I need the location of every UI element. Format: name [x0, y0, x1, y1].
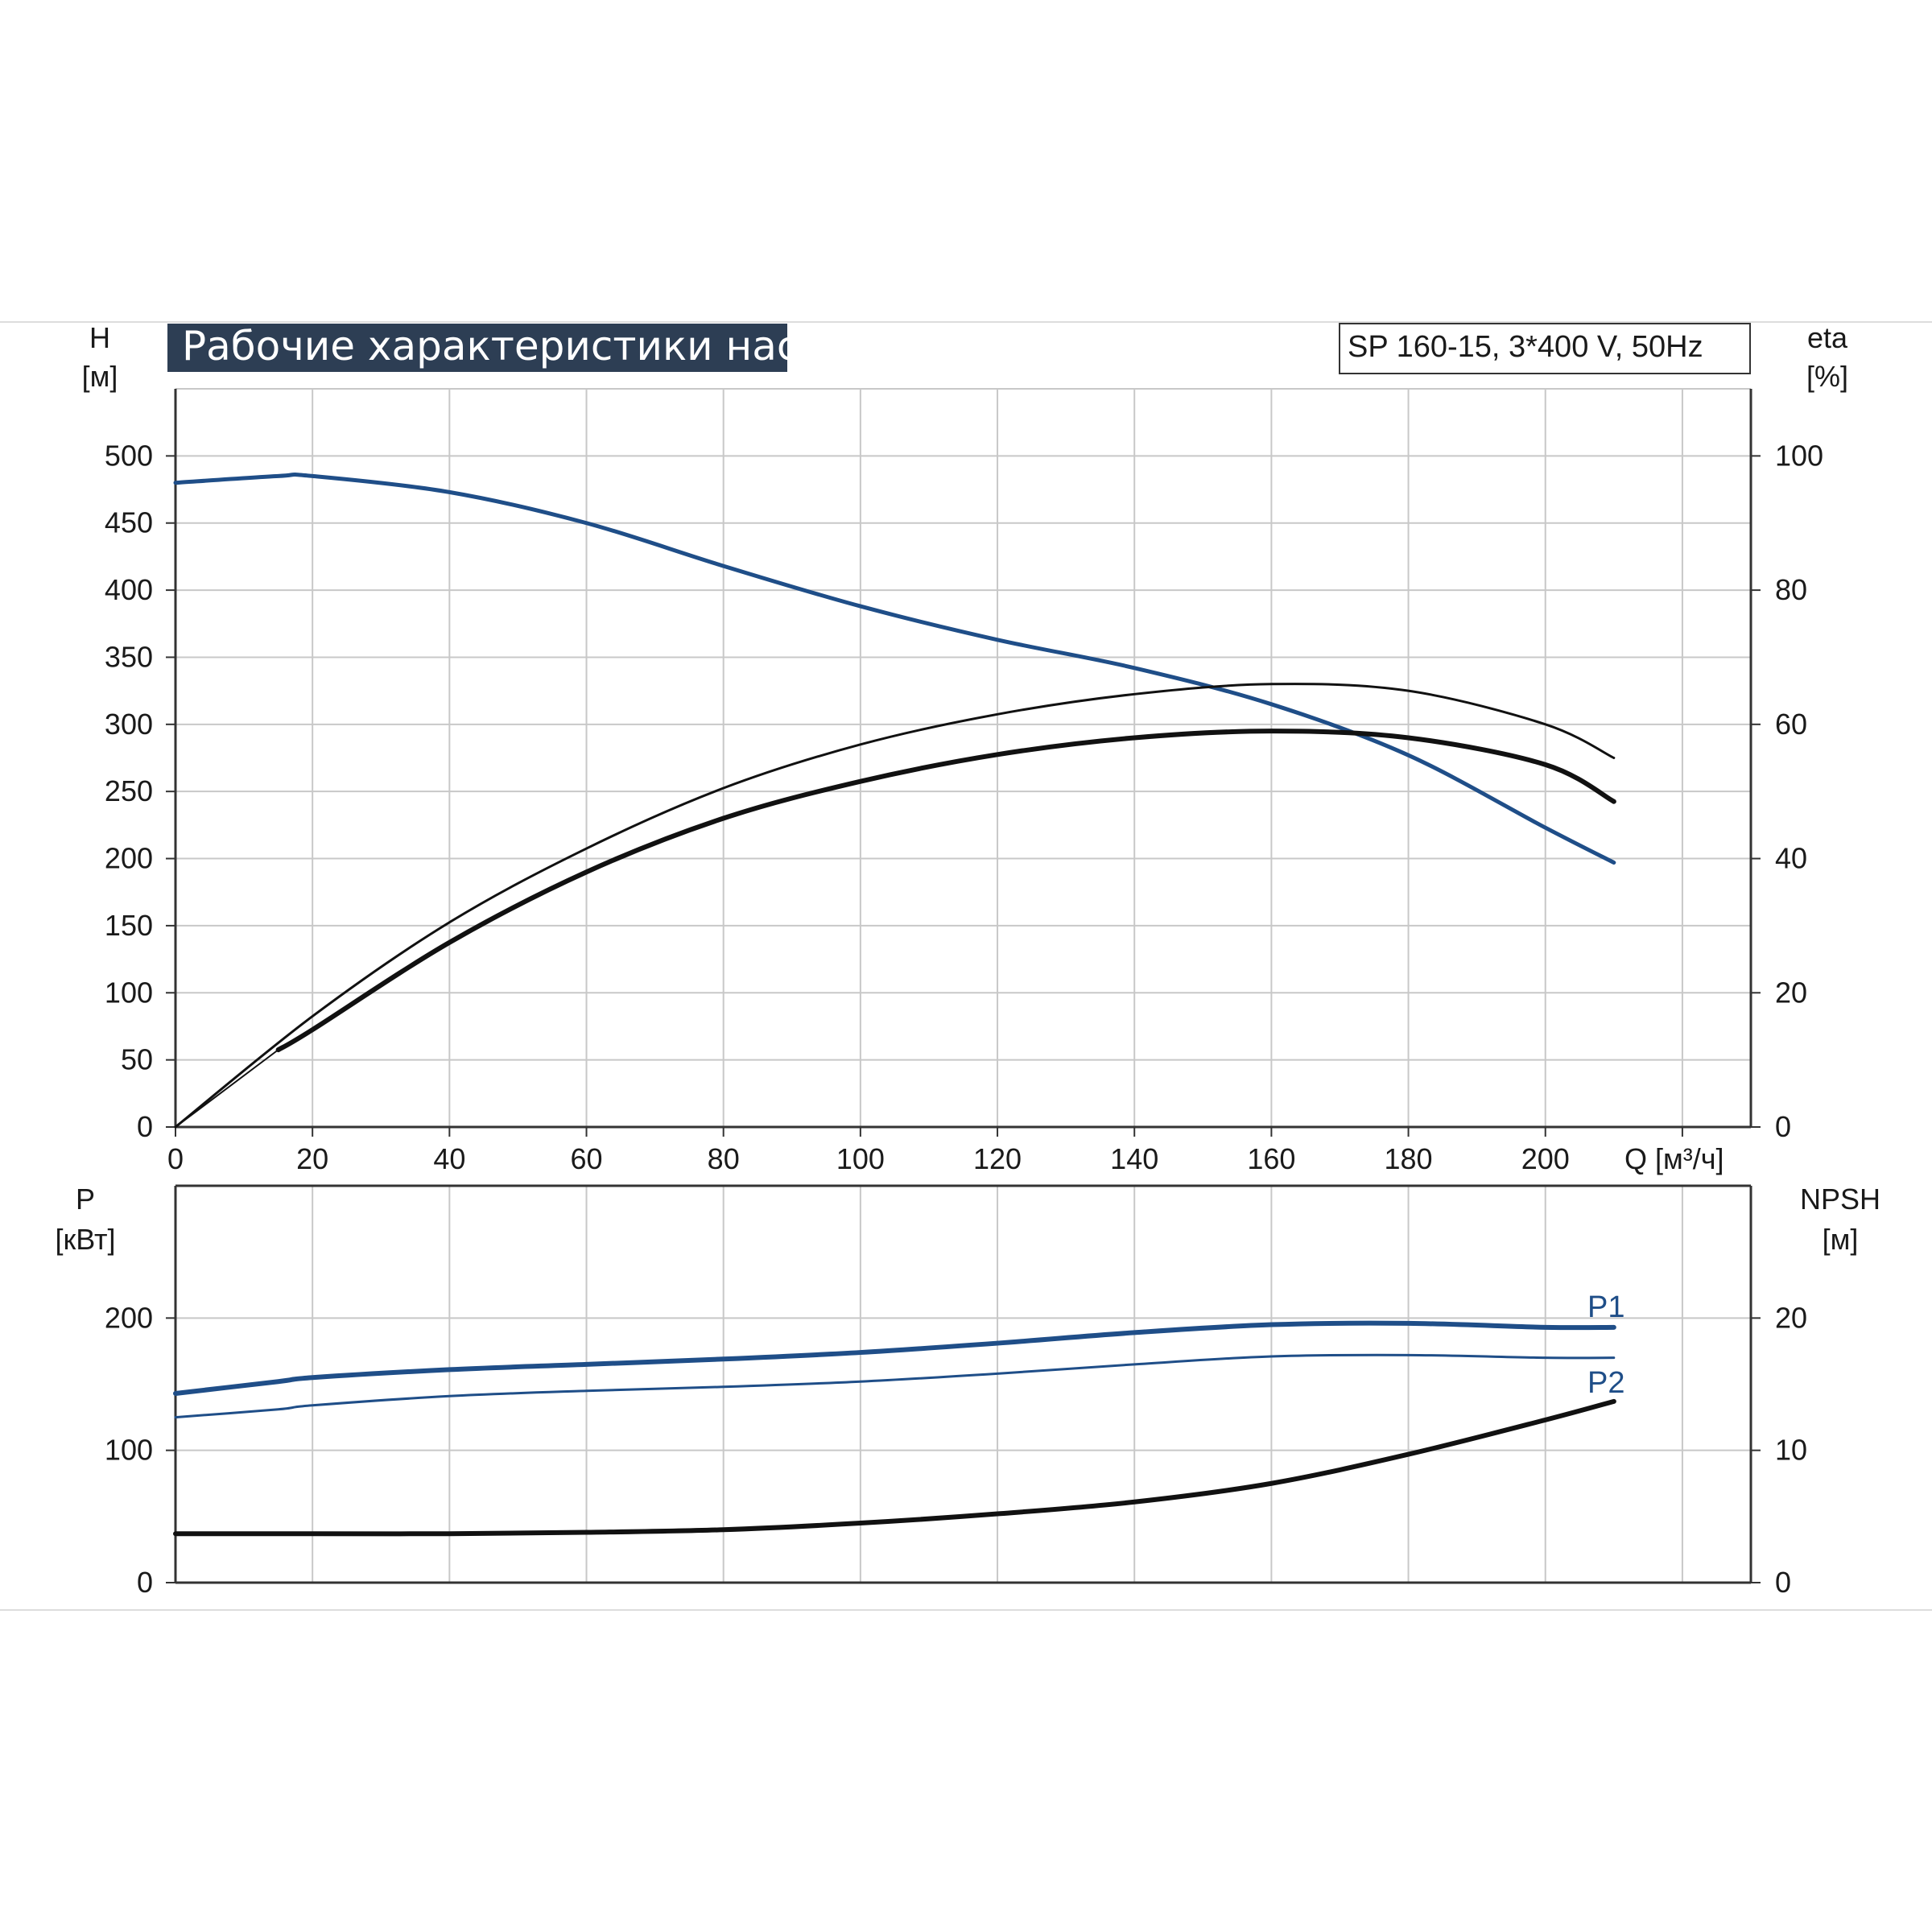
top-panel-grid [175, 388, 1751, 1127]
top-series-line-3 [175, 1049, 279, 1128]
axes [166, 389, 1761, 1584]
bottom-panel-grid [175, 1186, 1751, 1583]
x-tick-label: 80 [708, 1142, 740, 1175]
y2-tick-label: 20 [1775, 976, 1807, 1009]
x-tick-label: 120 [973, 1142, 1022, 1175]
y2-tick-label: 0 [1775, 1566, 1791, 1599]
y-tick-label: 200 [105, 1301, 153, 1334]
y-tick-label: 200 [105, 842, 153, 875]
y2-tick-label: 40 [1775, 842, 1807, 875]
y-axis-unit-p: [кВт] [55, 1223, 115, 1256]
y2-tick-label: 20 [1775, 1301, 1807, 1334]
y2-axis-label-eta: eta [1807, 321, 1848, 354]
y2-tick-label: 0 [1775, 1110, 1791, 1143]
bottom-series-line-0 [173, 1320, 1616, 1396]
y-axis-unit-h: [м] [82, 360, 118, 393]
chart-title: Рабочие характеристики насоса [182, 323, 870, 369]
y-tick-label: 100 [105, 1434, 153, 1467]
y-tick-label: 0 [137, 1566, 153, 1599]
tick-labels: 0 20 40 60 80 100 120 140 160 180 2000501001502002… [105, 439, 1823, 1599]
x-tick-label: 40 [433, 1142, 465, 1175]
x-tick-label: 180 [1385, 1142, 1433, 1175]
x-tick-label: 100 [836, 1142, 885, 1175]
y-axis-label-p: P [76, 1183, 95, 1216]
x-tick-label: 60 [570, 1142, 602, 1175]
x-tick-label: 0 [167, 1142, 184, 1175]
y2-tick-label: 80 [1775, 573, 1807, 606]
y2-axis-label-npsh: NPSH [1800, 1183, 1880, 1216]
y-tick-label: 150 [105, 909, 153, 942]
x-tick-label: 200 [1521, 1142, 1570, 1175]
y-axis-label-h: H [89, 321, 110, 354]
y2-tick-label: 60 [1775, 708, 1807, 741]
bottom-series-line-1 [174, 1353, 1616, 1419]
y-tick-label: 250 [105, 774, 153, 807]
bottom-panel-series [173, 1320, 1616, 1537]
bottom-series-line-2 [173, 1398, 1616, 1537]
top-panel-series [173, 473, 1616, 1129]
top-series-line-0 [173, 473, 1616, 865]
model-label-box [1339, 323, 1751, 374]
y-tick-label: 350 [105, 640, 153, 673]
top-series-line-2 [275, 729, 1616, 1053]
x-tick-label: 160 [1247, 1142, 1295, 1175]
top-series-line-1 [174, 683, 1616, 1129]
x-tick-label: 20 [296, 1142, 328, 1175]
y2-axis-unit-eta: [%] [1806, 360, 1848, 393]
y-tick-label: 300 [105, 708, 153, 741]
y2-tick-label: 10 [1775, 1434, 1807, 1467]
series-label-p1: P1 [1587, 1290, 1624, 1324]
y-tick-label: 100 [105, 976, 153, 1009]
series-label-p2: P2 [1587, 1366, 1624, 1400]
y2-tick-label: 100 [1775, 439, 1823, 472]
title-banner [167, 324, 787, 372]
y-tick-label: 0 [137, 1110, 153, 1143]
y-tick-label: 50 [121, 1043, 153, 1076]
model-label: SP 160-15, 3*400 V, 50Hz [1348, 330, 1703, 364]
x-axis-label: Q [м³/ч] [1624, 1142, 1724, 1175]
y-tick-label: 500 [105, 439, 153, 472]
y-tick-label: 450 [105, 506, 153, 539]
x-tick-label: 140 [1110, 1142, 1158, 1175]
y-tick-label: 400 [105, 573, 153, 606]
y2-axis-unit-npsh: [м] [1823, 1223, 1859, 1256]
